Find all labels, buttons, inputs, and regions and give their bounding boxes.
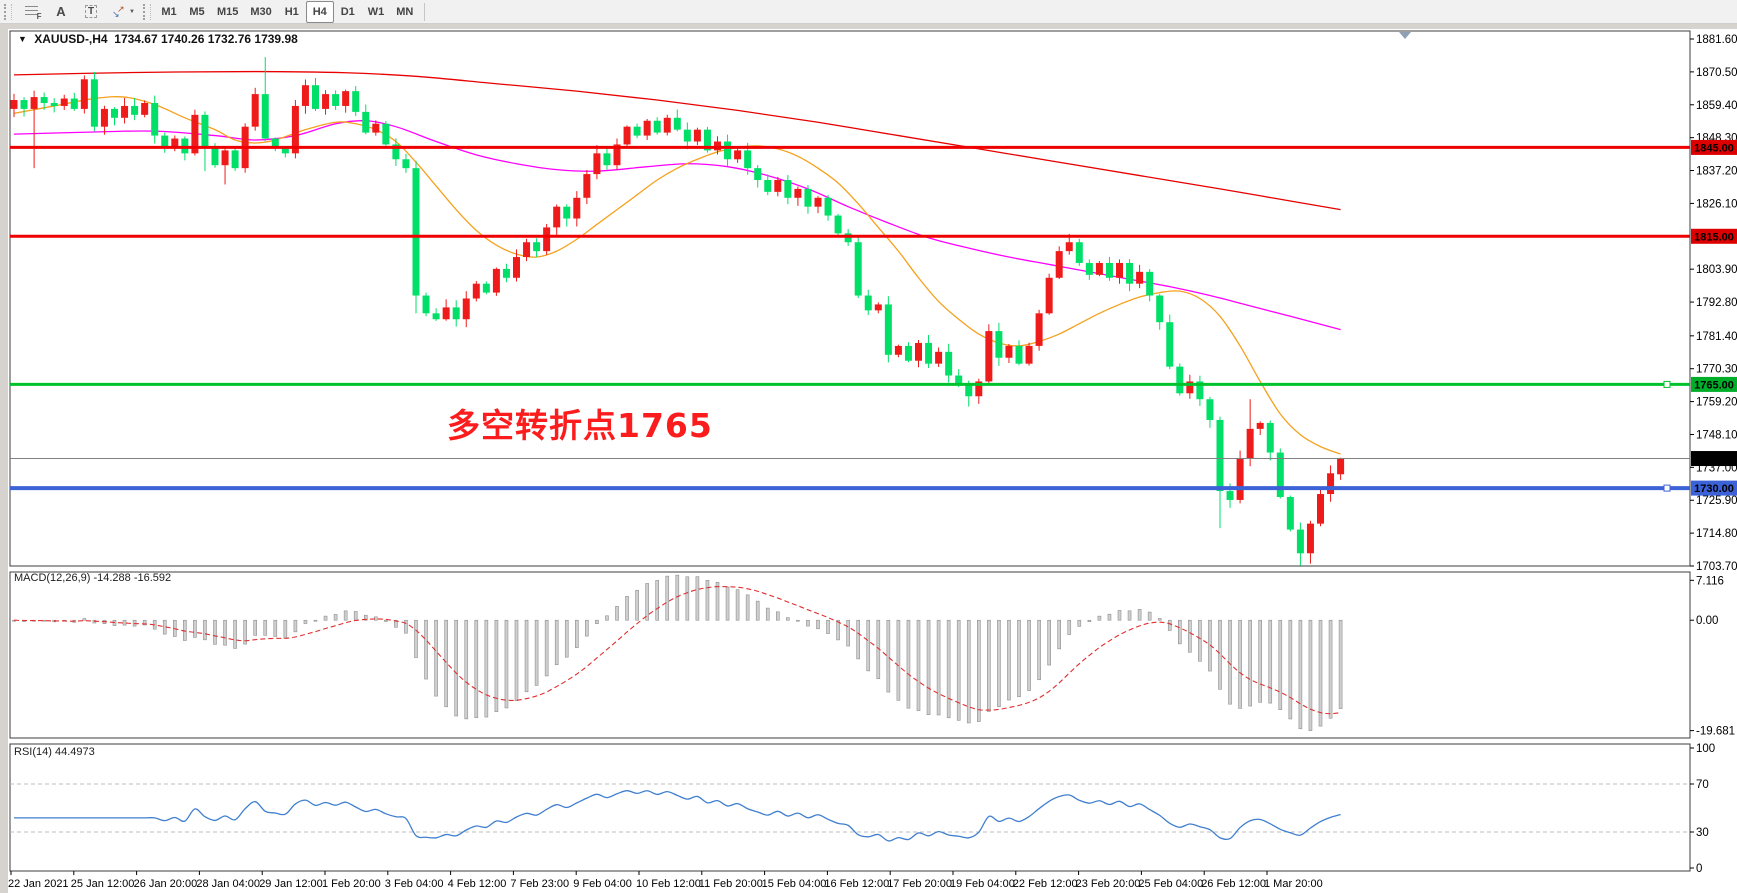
- svg-text:70: 70: [1696, 779, 1709, 791]
- timeframe-button-MN[interactable]: MN: [396, 5, 414, 18]
- macd-signal-line: [13, 585, 1341, 715]
- timeframe-button-H4[interactable]: H4: [305, 0, 334, 23]
- price-axis[interactable]: 1881.601870.501859.401848.301837.201826.…: [1690, 34, 1737, 573]
- toolbar: F A T ↗ ↘ ▼ M1 M5 M15 M30 H1 H4 D1 W1 MN: [0, 0, 1737, 24]
- svg-text:4 Feb 12:00: 4 Feb 12:00: [448, 878, 507, 890]
- timeframe-button-H1[interactable]: H1: [284, 5, 299, 18]
- fibonacci-icon: F: [24, 6, 42, 21]
- svg-text:1730.00: 1730.00: [1694, 483, 1734, 495]
- window-left-border: [0, 29, 8, 893]
- timeframe-button-W1[interactable]: W1: [367, 5, 385, 18]
- svg-text:1870.50: 1870.50: [1696, 67, 1737, 79]
- timeframe-button-D1[interactable]: D1: [340, 5, 355, 18]
- svg-text:30: 30: [1696, 827, 1709, 839]
- timeframe-button-M15[interactable]: M15: [216, 5, 239, 18]
- bid-price-badge: [1691, 451, 1737, 467]
- svg-text:19 Feb 04:00: 19 Feb 04:00: [950, 878, 1015, 890]
- svg-text:1826.10: 1826.10: [1696, 198, 1737, 210]
- svg-text:9 Feb 04:00: 9 Feb 04:00: [573, 878, 632, 890]
- svg-text:1792.80: 1792.80: [1696, 297, 1737, 309]
- hline-1765-badge: [1691, 376, 1737, 392]
- time-axis[interactable]: 22 Jan 2021 25 Jan 12:00 26 Jan 20:00 28 Ja…: [8, 871, 1323, 890]
- svg-text:23 Feb 20:00: 23 Feb 20:00: [1076, 878, 1141, 890]
- toolbar-drag-handle: [4, 3, 12, 20]
- svg-text:1765.00: 1765.00: [1694, 379, 1734, 391]
- timeframe-button-M1[interactable]: M1: [161, 5, 177, 18]
- macd-pane[interactable]: [9, 571, 1691, 739]
- svg-text:28 Jan 04:00: 28 Jan 04:00: [196, 878, 260, 890]
- hline-1845-badge: [1691, 139, 1737, 155]
- svg-text:1 Feb 20:00: 1 Feb 20:00: [322, 878, 381, 890]
- svg-text:1815.00: 1815.00: [1694, 231, 1734, 243]
- arrows-icon: ↗ ↘: [112, 3, 125, 19]
- macd-histogram: [12, 574, 1343, 731]
- text-tool-button[interactable]: A: [46, 1, 76, 23]
- svg-text:1770.30: 1770.30: [1696, 364, 1737, 376]
- svg-text:11 Feb 20:00: 11 Feb 20:00: [699, 878, 763, 890]
- hline-1730-handle[interactable]: [1663, 484, 1671, 492]
- svg-text:1781.40: 1781.40: [1696, 331, 1737, 343]
- hline-1730-badge: [1691, 480, 1737, 496]
- macd-axis[interactable]: 7.116 0.00 -19.681: [1690, 575, 1735, 738]
- svg-text:100: 100: [1696, 743, 1715, 755]
- hline-1765-handle[interactable]: [1663, 380, 1671, 388]
- svg-text:7 Feb 23:00: 7 Feb 23:00: [510, 878, 569, 890]
- svg-text:1 Mar 20:00: 1 Mar 20:00: [1264, 878, 1323, 890]
- candlesticks: [10, 57, 1345, 566]
- rsi-axis[interactable]: 100 70 30 0: [1690, 743, 1715, 875]
- svg-text:17 Feb 20:00: 17 Feb 20:00: [887, 878, 952, 890]
- svg-text:10 Feb 12:00: 10 Feb 12:00: [636, 878, 701, 890]
- svg-text:1748.10: 1748.10: [1696, 429, 1737, 441]
- svg-text:0.00: 0.00: [1696, 615, 1718, 627]
- svg-text:29 Jan 12:00: 29 Jan 12:00: [259, 878, 323, 890]
- svg-text:1859.40: 1859.40: [1696, 100, 1737, 112]
- svg-text:25 Jan 12:00: 25 Jan 12:00: [71, 878, 135, 890]
- text-icon: A: [56, 4, 66, 19]
- svg-text:0: 0: [1696, 863, 1702, 875]
- rsi-pane[interactable]: [9, 743, 1691, 872]
- svg-text:3 Feb 04:00: 3 Feb 04:00: [385, 878, 444, 890]
- svg-text:25 Feb 04:00: 25 Feb 04:00: [1138, 878, 1203, 890]
- svg-text:22 Jan 2021: 22 Jan 2021: [8, 878, 69, 890]
- svg-text:-19.681: -19.681: [1696, 726, 1735, 738]
- label-tool-button[interactable]: T: [76, 1, 106, 23]
- label-icon: T: [84, 5, 98, 18]
- toolbar-drag-handle-2: [142, 3, 151, 20]
- svg-text:1845.00: 1845.00: [1694, 142, 1734, 154]
- svg-text:1837.20: 1837.20: [1696, 166, 1737, 178]
- timeframe-button-M5[interactable]: M5: [189, 5, 205, 18]
- chart-shift-marker-icon[interactable]: [1399, 32, 1411, 39]
- svg-text:16 Feb 12:00: 16 Feb 12:00: [824, 878, 889, 890]
- svg-text:1714.80: 1714.80: [1696, 528, 1737, 540]
- svg-text:1759.20: 1759.20: [1696, 397, 1737, 409]
- rsi-line: [14, 790, 1341, 842]
- chevron-down-icon: ▼: [129, 8, 135, 15]
- svg-text:1725.90: 1725.90: [1696, 495, 1737, 507]
- svg-text:1703.70: 1703.70: [1696, 561, 1737, 573]
- timeframe-button-M30[interactable]: M30: [250, 5, 272, 18]
- ma-slow-line: [13, 70, 1341, 211]
- svg-text:15 Feb 04:00: 15 Feb 04:00: [762, 878, 827, 890]
- svg-text:22 Feb 12:00: 22 Feb 12:00: [1013, 878, 1078, 890]
- svg-text:7.116: 7.116: [1696, 575, 1724, 587]
- svg-text:1803.90: 1803.90: [1696, 264, 1737, 276]
- svg-text:1881.60: 1881.60: [1696, 34, 1737, 46]
- svg-text:26 Feb 12:00: 26 Feb 12:00: [1201, 878, 1266, 890]
- hline-1815-badge: [1691, 228, 1737, 244]
- svg-text:26 Jan 20:00: 26 Jan 20:00: [134, 878, 198, 890]
- window-top-border: [0, 24, 1737, 29]
- svg-text:1739.98: 1739.98: [1694, 454, 1734, 466]
- main-price-pane[interactable]: [9, 30, 1691, 567]
- fibonacci-tool-button[interactable]: F: [16, 1, 46, 23]
- arrows-tool-button[interactable]: ↗ ↘ ▼: [106, 1, 141, 23]
- toolbar-divider: [424, 2, 426, 21]
